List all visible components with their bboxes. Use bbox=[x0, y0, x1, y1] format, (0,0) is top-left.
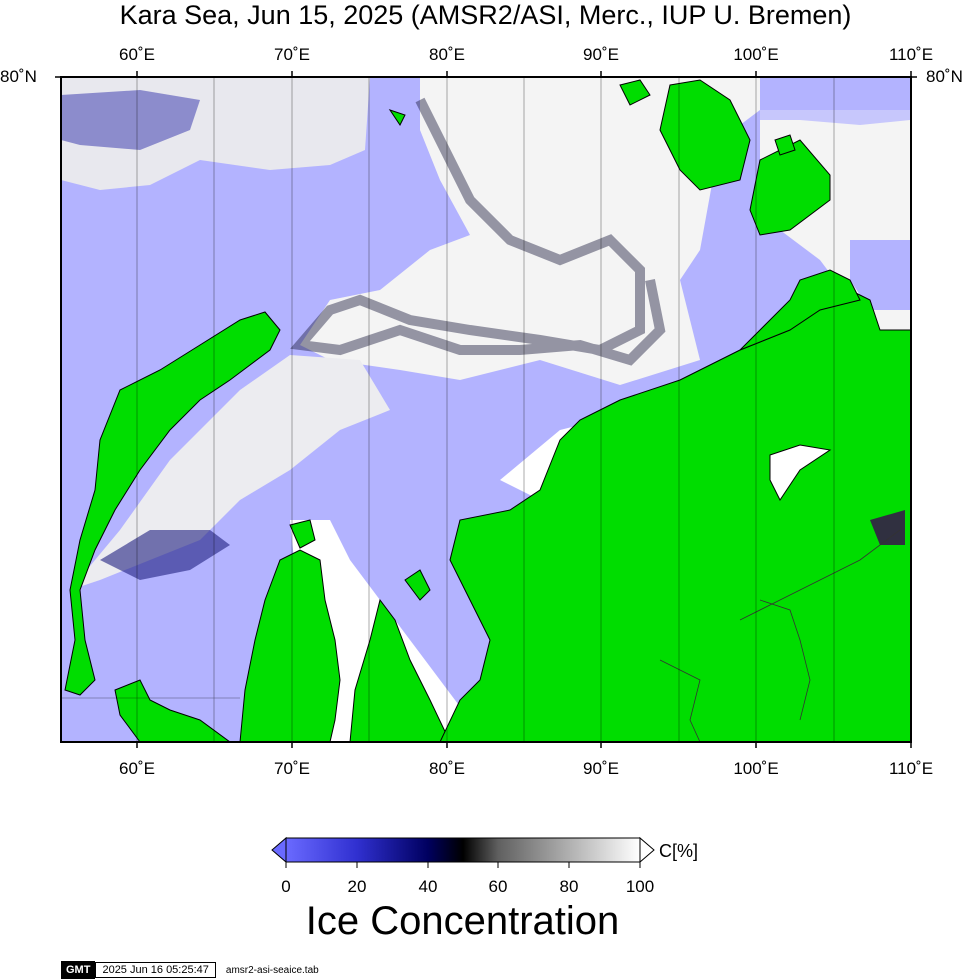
lake-east bbox=[870, 510, 905, 545]
lat-label-left: 80˚N bbox=[0, 67, 37, 86]
lon-label-top: 110˚E bbox=[888, 45, 934, 64]
lon-label-top: 80˚E bbox=[429, 45, 465, 64]
map-title: Kara Sea, Jun 15, 2025 (AMSR2/ASI, Merc.… bbox=[119, 0, 852, 30]
lon-label-bottom: 90˚E bbox=[583, 759, 619, 778]
colorbar-unit: C[%] bbox=[659, 841, 699, 861]
land-yamal bbox=[239, 549, 341, 742]
colorbar-under-triangle bbox=[271, 836, 287, 864]
lon-label-top: 70˚E bbox=[274, 45, 310, 64]
colorbar-tick-label: 20 bbox=[347, 877, 367, 896]
lon-label-bottom: 70˚E bbox=[274, 759, 310, 778]
colorbar-over-triangle bbox=[639, 836, 655, 864]
ice-north-west-dark bbox=[61, 90, 200, 150]
land-vaygach bbox=[114, 679, 231, 742]
lon-label-bottom: 80˚E bbox=[429, 759, 465, 778]
land-taymyr bbox=[439, 289, 911, 742]
colorbar-gradient bbox=[285, 837, 641, 863]
lon-label-bottom: 110˚E bbox=[888, 759, 934, 778]
land-gydan-north bbox=[404, 569, 431, 601]
lon-label-bottom: 100˚E bbox=[733, 759, 779, 778]
colorbar-tick-label: 80 bbox=[559, 877, 579, 896]
colorbar-tick-label: 60 bbox=[488, 877, 508, 896]
land-taymyr-north bbox=[739, 269, 861, 351]
ice-east-water bbox=[850, 240, 910, 310]
map-frame bbox=[60, 76, 912, 743]
ice-central-edge bbox=[290, 97, 666, 366]
lon-label-top: 100˚E bbox=[733, 45, 779, 64]
land-severnaya-zemlya-a bbox=[659, 79, 751, 191]
colorbar bbox=[271, 836, 655, 868]
land-small-island-1 bbox=[619, 79, 651, 106]
land-bely-island bbox=[289, 519, 316, 549]
footer: GMT 2025 Jun 16 05:25:47 amsr2-asi-seaic… bbox=[61, 961, 319, 979]
land-small-island-3 bbox=[774, 134, 796, 156]
gmt-logo: GMT bbox=[61, 961, 96, 979]
colorbar-tick-label: 40 bbox=[418, 877, 438, 896]
lon-label-top: 90˚E bbox=[583, 45, 619, 64]
river-3 bbox=[739, 529, 901, 621]
river-1 bbox=[659, 659, 701, 742]
frame-ticks bbox=[55, 71, 917, 748]
colorbar-tick-label: 100 bbox=[625, 877, 655, 896]
source-filename: amsr2-asi-seaice.tab bbox=[225, 964, 319, 976]
land-severnaya-zemlya-b bbox=[749, 139, 831, 236]
colorbar-title: Ice Concentration bbox=[305, 899, 620, 943]
lon-label-top: 60˚E bbox=[119, 45, 155, 64]
ice-east-top bbox=[760, 80, 910, 125]
land-novaya-zemlya bbox=[64, 311, 281, 696]
ice-kara-west-dark bbox=[100, 530, 230, 580]
graticule bbox=[61, 77, 835, 742]
ice-central bbox=[300, 77, 760, 385]
lake-taymyr bbox=[769, 444, 832, 501]
lat-label-right: 80˚N bbox=[926, 67, 963, 86]
lon-label-bottom: 60˚E bbox=[119, 759, 155, 778]
river-2 bbox=[759, 599, 811, 721]
timestamp: 2025 Jun 16 05:25:47 bbox=[95, 962, 216, 978]
land-gydan bbox=[349, 598, 451, 742]
land-small-island-2 bbox=[388, 109, 406, 126]
colorbar-tick-label: 0 bbox=[281, 877, 291, 896]
